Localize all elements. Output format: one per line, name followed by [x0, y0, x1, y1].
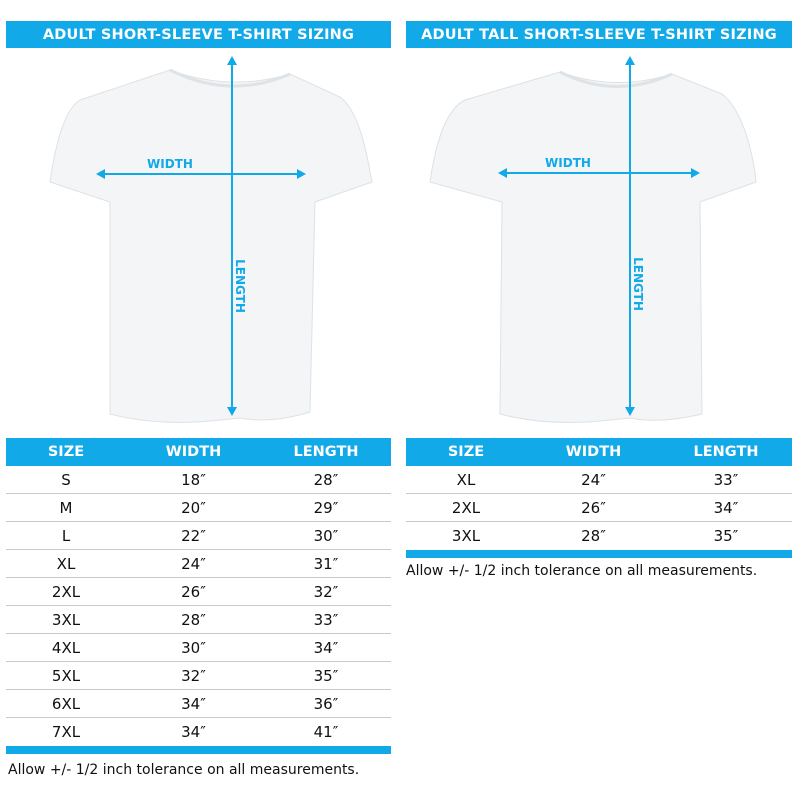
cell-size: 7XL [51, 723, 81, 741]
table-row: S 18″ 28″ [6, 466, 391, 494]
cell-width: 34″ [181, 694, 206, 713]
cell-length: 41″ [313, 723, 339, 741]
cell-width: 32″ [181, 666, 206, 685]
table-row: 4XL 30″ 34″ [6, 634, 391, 662]
tolerance-note: Allow +/- 1/2 inch tolerance on all meas… [8, 762, 360, 778]
cell-size: 3XL [51, 610, 81, 629]
cell-width: 24″ [581, 470, 606, 489]
cell-size: 5XL [51, 666, 81, 685]
cell-width: 26″ [181, 582, 206, 601]
cell-size: XL [56, 554, 76, 573]
cell-length: 35″ [713, 527, 739, 545]
cell-size: 3XL [451, 527, 481, 545]
cell-length: 35″ [313, 666, 339, 685]
cell-length: 34″ [313, 638, 339, 657]
width-label: WIDTH [147, 157, 193, 171]
cell-size: M [59, 498, 73, 517]
table-footer-bar [406, 550, 792, 558]
right-title: ADULT TALL SHORT-SLEEVE T-SHIRT SIZING [406, 21, 792, 48]
cell-width: 30″ [181, 638, 206, 657]
table-row: L 22″ 30″ [6, 522, 391, 550]
left-title: ADULT SHORT-SLEEVE T-SHIRT SIZING [6, 21, 391, 48]
tshirt-diagram-right: WIDTH LENGTH [429, 56, 757, 423]
width-label: WIDTH [545, 156, 591, 170]
cell-size: S [61, 470, 71, 489]
table-row: 2XL 26″ 32″ [6, 578, 391, 606]
cell-width: 28″ [581, 527, 606, 545]
header-length: LENGTH [293, 444, 359, 460]
table-row: XL 24″ 33″ [406, 466, 792, 494]
cell-size: 4XL [51, 638, 81, 657]
cell-width: 34″ [181, 723, 206, 741]
header-length: LENGTH [693, 444, 759, 460]
tshirt-diagram-left: WIDTH LENGTH [49, 56, 373, 423]
table-row: 2XL 26″ 34″ [406, 494, 792, 522]
table-header: SIZE WIDTH LENGTH [6, 438, 391, 466]
header-width: WIDTH [165, 444, 222, 460]
tshirt-image [49, 69, 373, 423]
length-label: LENGTH [631, 257, 645, 311]
table-row: 3XL 28″ 33″ [6, 606, 391, 634]
table-row: M 20″ 29″ [6, 494, 391, 522]
tolerance-note: Allow +/- 1/2 inch tolerance on all meas… [406, 563, 758, 579]
table-footer-bar [6, 746, 391, 754]
cell-size: L [61, 526, 71, 545]
cell-length: 32″ [313, 582, 339, 601]
cell-size: XL [456, 470, 476, 489]
cell-length: 28″ [313, 470, 339, 489]
table-row: 6XL 34″ 36″ [6, 690, 391, 718]
cell-width: 26″ [581, 498, 606, 517]
table-header: SIZE WIDTH LENGTH [406, 438, 792, 466]
cell-width: 18″ [181, 470, 206, 489]
cell-length: 36″ [313, 694, 339, 713]
header-size: SIZE [47, 444, 85, 460]
cell-size: 2XL [451, 498, 481, 517]
cell-size: 2XL [51, 582, 81, 601]
length-label: LENGTH [233, 259, 247, 313]
cell-length: 33″ [313, 610, 339, 629]
cell-length: 30″ [313, 526, 339, 545]
cell-length: 29″ [313, 498, 339, 517]
cell-size: 6XL [51, 694, 81, 713]
cell-length: 31″ [313, 554, 339, 573]
cell-width: 24″ [181, 554, 206, 573]
header-size: SIZE [447, 444, 485, 460]
table-row: 5XL 32″ 35″ [6, 662, 391, 690]
table-row: 3XL 28″ 35″ [406, 522, 792, 550]
table-row: XL 24″ 31″ [6, 550, 391, 578]
header-width: WIDTH [565, 444, 622, 460]
cell-length: 33″ [713, 470, 739, 489]
cell-width: 28″ [181, 610, 206, 629]
right-size-table: SIZE WIDTH LENGTH XL 24″ 33″ 2XL 26″ 34″ 3XL 28… [406, 438, 792, 558]
cell-width: 20″ [181, 498, 206, 517]
cell-length: 34″ [713, 498, 739, 517]
left-size-table: SIZE WIDTH LENGTH S 18″ 28″ M 20″ 29″ L 22″ 30″ X… [6, 438, 391, 754]
tshirt-image [429, 71, 757, 423]
cell-width: 22″ [181, 526, 206, 545]
table-row: 7XL 34″ 41″ [6, 718, 391, 746]
